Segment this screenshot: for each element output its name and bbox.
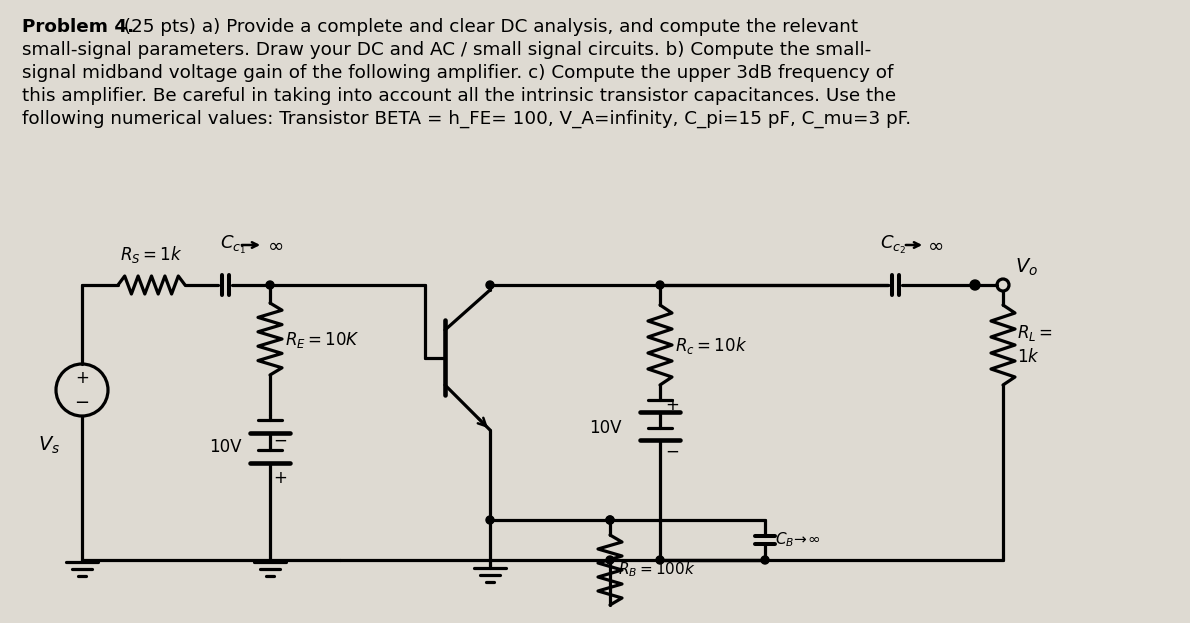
Text: +: + [665, 396, 678, 414]
Text: signal midband voltage gain of the following amplifier. c) Compute the upper 3dB: signal midband voltage gain of the follo… [21, 64, 894, 82]
Text: −: − [665, 443, 678, 461]
Text: $R_L=$: $R_L=$ [1017, 323, 1053, 343]
Text: −: − [75, 394, 89, 412]
Text: $V_o$: $V_o$ [1015, 256, 1038, 278]
Circle shape [760, 556, 769, 564]
Text: $R_E= 10K$: $R_E= 10K$ [284, 330, 359, 350]
Circle shape [486, 516, 494, 524]
Circle shape [606, 516, 614, 524]
Text: $C_B\!\rightarrow\!\infty$: $C_B\!\rightarrow\!\infty$ [775, 531, 820, 549]
Text: $R_S= 1k$: $R_S= 1k$ [120, 244, 183, 265]
Text: −: − [273, 432, 287, 450]
Text: 10V: 10V [589, 419, 622, 437]
Text: $R_c= 10k$: $R_c= 10k$ [675, 335, 747, 356]
Circle shape [486, 281, 494, 289]
Text: $V_s$: $V_s$ [38, 434, 60, 455]
Circle shape [606, 556, 614, 564]
Text: small-signal parameters. Draw your DC and AC / small signal circuits. b) Compute: small-signal parameters. Draw your DC an… [21, 41, 871, 59]
Text: 10V: 10V [209, 437, 242, 455]
Circle shape [267, 281, 274, 289]
Text: $\infty$: $\infty$ [927, 235, 944, 255]
Circle shape [656, 281, 664, 289]
Text: +: + [75, 369, 89, 387]
Text: $1k$: $1k$ [1017, 348, 1040, 366]
Text: $C_{c_1}$: $C_{c_1}$ [220, 234, 246, 256]
Text: $\infty$: $\infty$ [267, 235, 283, 255]
Text: $C_{c_2}$: $C_{c_2}$ [879, 234, 907, 256]
Text: following numerical values: Transistor BETA = h_FE= 100, V_A=infinity, C_pi=15 p: following numerical values: Transistor B… [21, 110, 912, 128]
Text: this amplifier. Be careful in taking into account all the intrinsic transistor c: this amplifier. Be careful in taking int… [21, 87, 896, 105]
Text: (25 pts) a) Provide a complete and clear DC analysis, and compute the relevant: (25 pts) a) Provide a complete and clear… [112, 18, 858, 36]
Text: +: + [273, 469, 287, 487]
Circle shape [970, 280, 981, 290]
Circle shape [606, 516, 614, 524]
Text: $R_B= 100 k$: $R_B= 100 k$ [618, 561, 695, 579]
Circle shape [656, 556, 664, 564]
Text: Problem 4.: Problem 4. [21, 18, 134, 36]
